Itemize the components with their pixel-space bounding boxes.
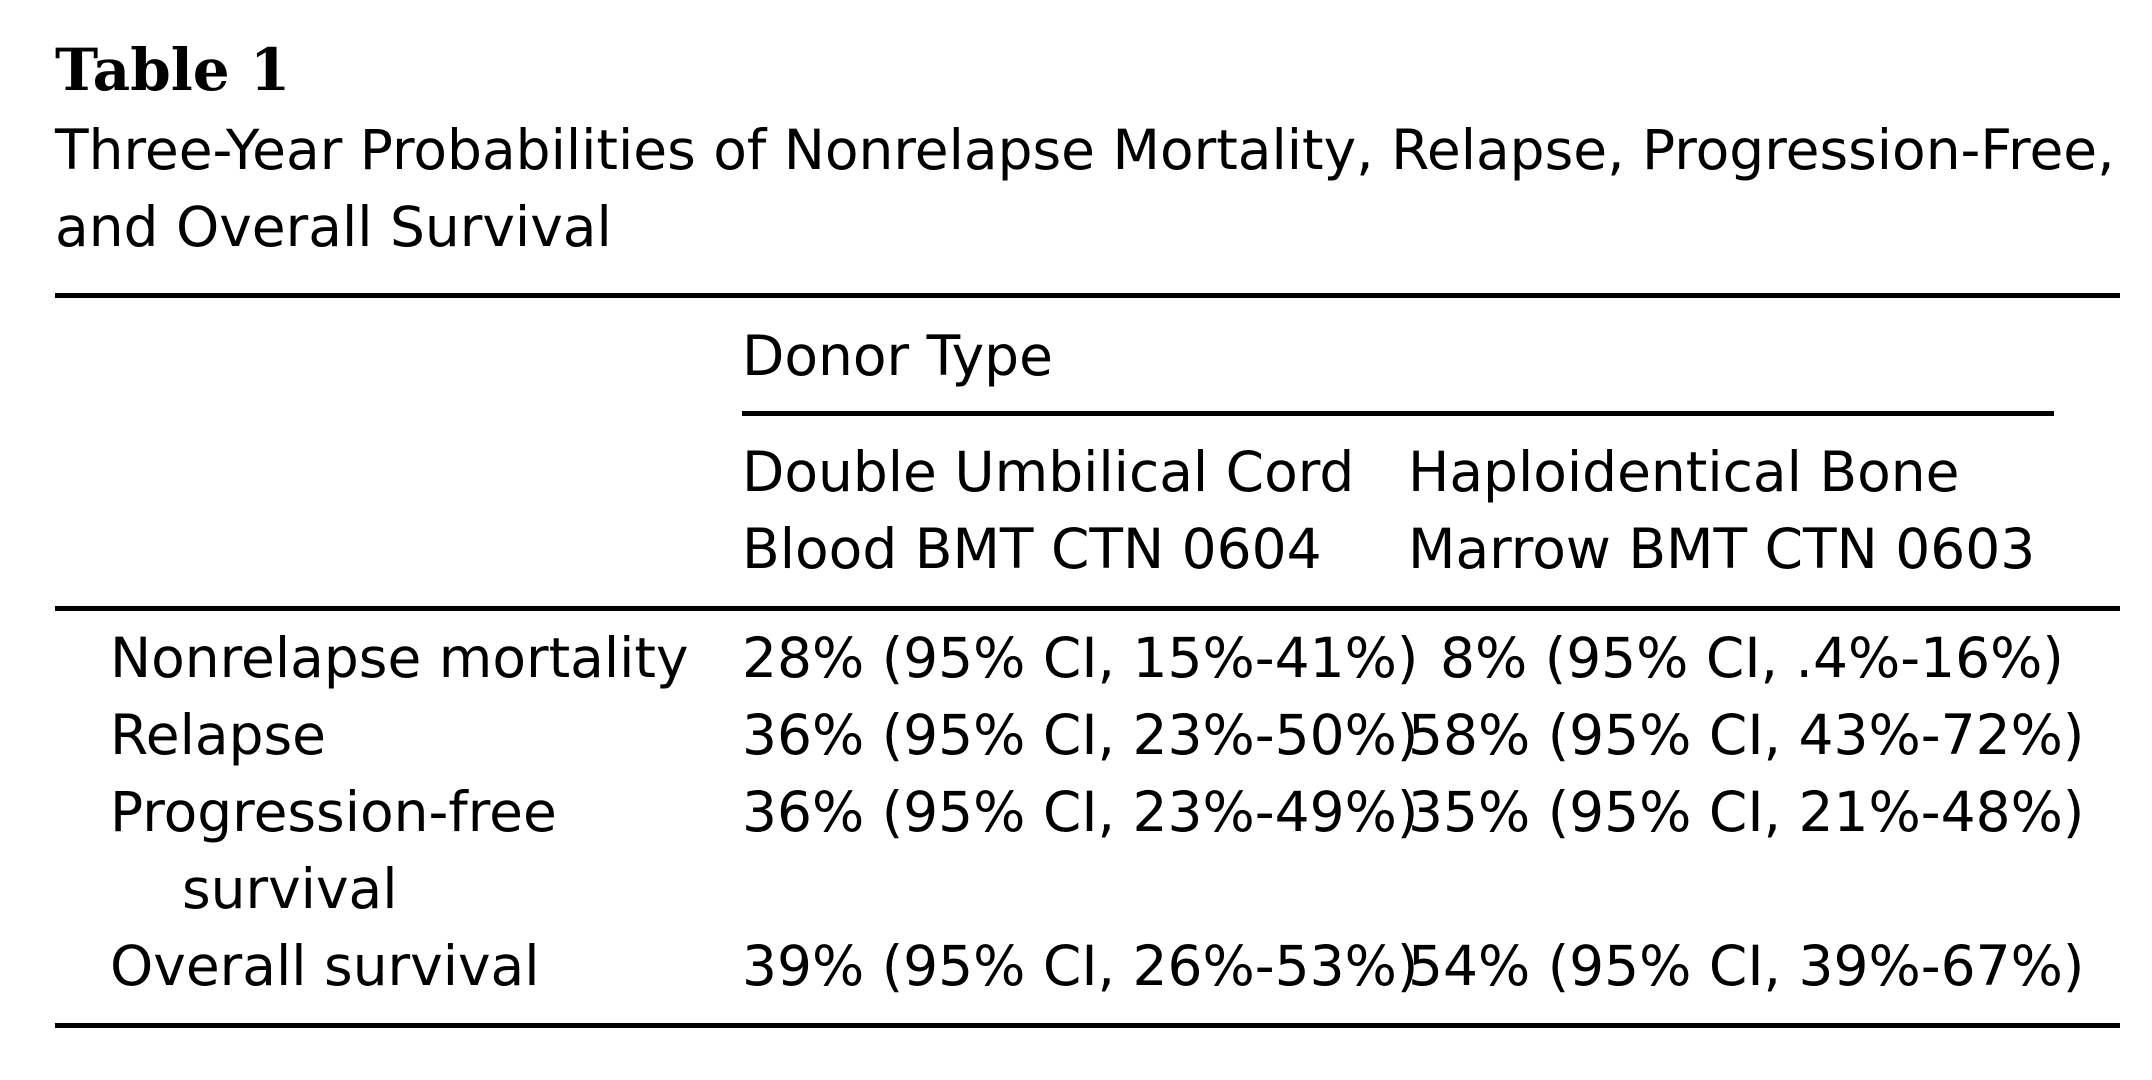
row-label-text: Nonrelapse mortality [110,626,689,690]
spanner-header-donor-type: Donor Type [742,324,1053,388]
table-cell-cord-nonrelapse-mortality: 28% (95% CI, 15%-41%) [742,626,1419,690]
row-label-nonrelapse-mortality: Nonrelapse mortality [110,620,710,697]
column-header-cord-blood-line2: Blood BMT CTN 0604 [742,517,1322,581]
table-cell-haplo-nonrelapse-mortality: 8% (95% CI, .4%-16%) [1440,626,2064,690]
column-header-haploidentical-line2: Marrow BMT CTN 0603 [1408,517,2036,581]
table-cell-cord-progression-free-survival: 36% (95% CI, 23%-49%) [742,780,1419,844]
table-cell-cord-overall-survival: 39% (95% CI, 26%-53%) [742,934,1419,998]
bottom-rule [55,1023,2120,1028]
table-title: Table 1 [55,36,291,104]
column-header-haploidentical: Haploidentical Bone Marrow BMT CTN 0603 [1408,434,2035,588]
row-label-text: Relapse [110,703,326,767]
table-cell-cord-relapse: 36% (95% CI, 23%-50%) [742,703,1419,767]
table-cell-haplo-overall-survival: 54% (95% CI, 39%-67%) [1408,934,2085,998]
row-label-progression-free-survival: Progression-free survival [110,774,710,928]
column-header-cord-blood-line1: Double Umbilical Cord [742,440,1355,504]
column-header-haploidentical-line1: Haploidentical Bone [1408,440,1960,504]
table-cell-haplo-relapse: 58% (95% CI, 43%-72%) [1408,703,2085,767]
row-label-text: Progression-free survival [110,780,557,921]
row-label-overall-survival: Overall survival [110,928,710,1005]
table-cell-haplo-progression-free-survival: 35% (95% CI, 21%-48%) [1408,780,2085,844]
column-header-cord-blood: Double Umbilical Cord Blood BMT CTN 0604 [742,434,1354,588]
table-caption: Three-Year Probabilities of Nonrelapse M… [55,118,2115,259]
header-rule [55,606,2120,611]
top-rule [55,293,2120,298]
spanner-rule [742,411,2054,416]
row-label-text: Overall survival [110,934,540,998]
row-label-relapse: Relapse [110,697,710,774]
